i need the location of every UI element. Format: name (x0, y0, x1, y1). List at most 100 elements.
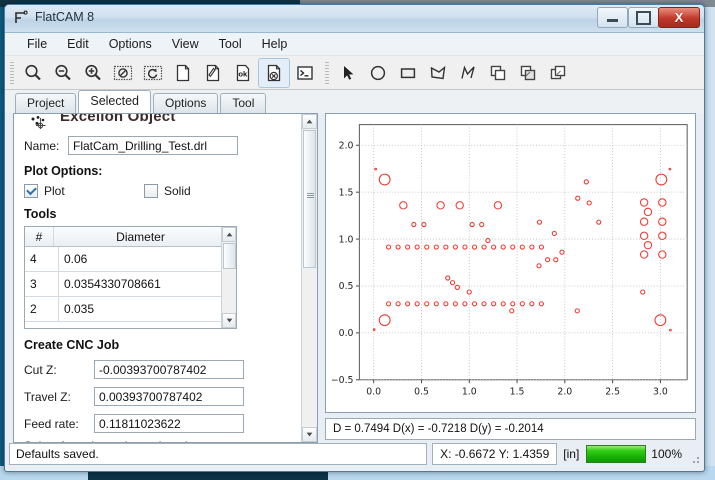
data-point-drill-holes-small-row-upper (529, 244, 535, 250)
tools-scroll-down-arrow[interactable] (222, 313, 236, 328)
data-point-drill-holes-small-row-upper (405, 244, 411, 250)
data-point-drill-holes-small-row-lower (471, 301, 478, 307)
data-point-drill-holes-small-scattered (574, 308, 580, 314)
menu-bar: File Edit Options View Tool Help (5, 33, 704, 56)
panel-scroll-up-arrow[interactable] (302, 114, 317, 129)
menu-item-options[interactable]: Options (108, 37, 152, 51)
zoom-fit-icon[interactable] (18, 59, 48, 87)
tools-table-scrollbar[interactable] (221, 227, 236, 328)
menu-item-help[interactable]: Help (261, 37, 288, 51)
menu-item-file[interactable]: File (27, 37, 48, 51)
maximize-button[interactable] (628, 7, 659, 28)
data-point-drill-holes-small-row-lower (443, 301, 449, 307)
new-file-icon[interactable] (168, 59, 198, 87)
cnc-section-label: Create CNC Job (24, 338, 120, 352)
zoom-out-icon[interactable] (48, 59, 78, 87)
panel-scroll-thumb[interactable] (303, 130, 316, 268)
polygon-tool-icon[interactable] (423, 59, 453, 87)
data-point-drill-holes-small-row-lower (510, 301, 516, 307)
data-point-drill-holes-small-scattered (553, 257, 559, 263)
data-point-drill-holes-small-scattered (586, 200, 592, 206)
bg-taskbar-strip (88, 470, 328, 480)
cut-z-input[interactable]: -0.00393700787402 (94, 360, 244, 379)
data-point-drill-holes-small-scattered (559, 249, 565, 255)
solid-checkbox-label: Solid (164, 184, 191, 198)
data-point-drill-holes-small-row-upper (443, 244, 449, 250)
data-point-drill-holes-small-scattered (575, 195, 581, 201)
solid-checkbox[interactable] (144, 184, 158, 198)
rectangle-tool-icon[interactable] (393, 59, 423, 87)
data-point-drill-holes-large (378, 173, 391, 186)
data-point-drill-holes-small-row-lower (538, 301, 545, 307)
circle-tool-icon[interactable] (363, 59, 393, 87)
close-button[interactable]: X (658, 7, 700, 28)
ok-geometry-icon[interactable]: ok (228, 59, 258, 87)
minimize-button[interactable] (597, 7, 628, 28)
delete-object-icon[interactable] (258, 57, 290, 88)
y-tick-label: 1.0 (339, 234, 354, 245)
tab-project[interactable]: Project (15, 93, 77, 113)
replot-icon[interactable] (138, 59, 168, 87)
table-row[interactable]: 2 0.035 (25, 297, 236, 322)
tab-selected[interactable]: Selected (78, 90, 152, 113)
x-tick-label: 2.5 (605, 387, 620, 398)
y-tick-label: 0.5 (339, 281, 354, 292)
data-point-drill-holes-small-scattered (551, 230, 557, 237)
table-row[interactable]: 4 0.06 (25, 247, 236, 272)
data-point-drill-holes-small-row-lower (414, 301, 420, 307)
plot-frame (358, 124, 688, 381)
resize-grip[interactable] (688, 452, 700, 464)
data-point-drill-holes-small-row-lower (491, 301, 497, 307)
tools-scroll-up-arrow[interactable] (222, 227, 236, 242)
data-point-drill-holes-small-scattered (583, 179, 589, 185)
union-icon[interactable] (483, 59, 513, 87)
window-title: FlatCAM 8 (35, 10, 95, 24)
tools-header-num: # (25, 227, 54, 246)
plot-options-label: Plot Options: (24, 164, 103, 178)
path-tool-icon[interactable] (453, 59, 483, 87)
zoom-in-icon[interactable] (78, 59, 108, 87)
menu-item-view[interactable]: View (171, 37, 199, 51)
plot-checkbox-label: Plot (44, 184, 65, 198)
toolbar-grip[interactable] (10, 61, 14, 84)
tab-tool[interactable]: Tool (220, 93, 267, 113)
select-cursor-icon[interactable] (333, 59, 363, 87)
data-point-drill-holes-medium (658, 250, 667, 259)
tab-options[interactable]: Options (153, 93, 219, 113)
travel-z-input[interactable]: 0.00393700787402 (94, 387, 244, 406)
table-row[interactable]: 3 0.0354330708661 (25, 272, 236, 297)
feed-rate-label: Feed rate: (24, 416, 79, 431)
feed-rate-input[interactable]: 0.11811023622 (94, 414, 244, 433)
plot-canvas[interactable]: 0.0 0.5 1.0 1.5 2.0 2.5 3.0 −0.5 0.0 0.5 1.0 1.5 2.0 (325, 113, 696, 413)
excellon-object-icon (31, 116, 46, 129)
toolbar-grip-2[interactable] (325, 61, 329, 84)
tab-bar: Project Selected Options Tool (5, 90, 704, 113)
svg-text:ok: ok (238, 69, 248, 78)
clear-plot-icon[interactable] (108, 59, 138, 87)
data-point-drill-holes-small-scattered (469, 221, 475, 228)
y-tick-label: 2.0 (339, 141, 354, 152)
x-tick-label: 0.0 (366, 387, 381, 398)
shell-icon[interactable] (290, 59, 320, 87)
data-point-drill-holes-tiny (668, 167, 672, 171)
title-bar[interactable]: FlatCAM 8 X (5, 5, 704, 33)
data-point-drill-holes-medium (455, 201, 464, 210)
menu-item-edit[interactable]: Edit (67, 37, 89, 51)
panel-scrollbar[interactable] (301, 114, 317, 442)
data-point-drill-holes-small-row-upper (433, 244, 439, 250)
data-point-drill-holes-small-scattered (466, 289, 472, 295)
panel-scroll-down-arrow[interactable] (302, 427, 317, 442)
intersection-icon[interactable] (513, 59, 543, 87)
tools-scroll-thumb[interactable] (223, 243, 236, 269)
plot-checkbox[interactable] (24, 184, 38, 198)
data-point-drill-holes-small-row-upper (519, 244, 525, 250)
data-point-drill-holes-small-row-upper (414, 244, 420, 250)
subtract-icon[interactable] (543, 59, 573, 87)
object-name-input[interactable]: FlatCam_Drilling_Test.drl (68, 136, 238, 155)
menu-item-tool[interactable]: Tool (218, 37, 242, 51)
tools-hint-text: Select from the tools section above (24, 439, 292, 442)
scatter-plot[interactable]: 0.0 0.5 1.0 1.5 2.0 2.5 3.0 −0.5 0.0 0.5 1.0 1.5 2.0 (326, 114, 695, 412)
edit-geometry-icon[interactable] (198, 59, 228, 87)
data-point-drill-holes-medium (639, 198, 649, 207)
tool-number: 3 (25, 272, 59, 296)
